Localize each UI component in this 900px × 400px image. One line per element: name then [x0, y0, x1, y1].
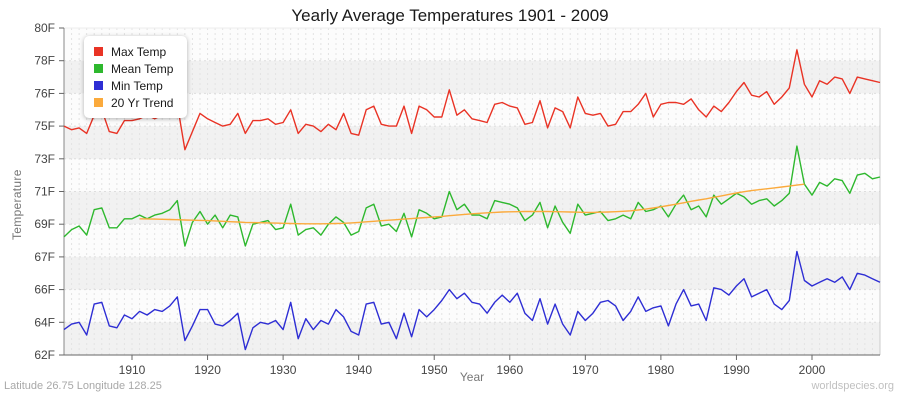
y-tick-label: 78F	[34, 54, 55, 68]
legend-label: Min Temp	[111, 78, 163, 93]
y-tick-label: 80F	[34, 21, 55, 35]
plot-band	[64, 60, 880, 94]
chart-title: Yearly Average Temperatures 1901 - 2009	[291, 6, 609, 25]
legend: Max Temp Mean Temp Min Temp 20 Yr Trend	[84, 36, 188, 118]
series-line-mean-temp	[63, 145, 881, 247]
plot-band	[64, 289, 880, 323]
y-axis-title: Temperature	[10, 169, 24, 240]
y-tick-label: 62F	[34, 348, 55, 362]
x-tick-label: 1990	[723, 363, 750, 377]
x-tick-label: 1960	[496, 363, 523, 377]
y-tick-label: 64F	[34, 315, 55, 329]
legend-swatch-icon	[94, 98, 103, 107]
x-tick-label: 1920	[194, 363, 221, 377]
series-line-20-yr-trend	[139, 183, 805, 225]
y-tick-label: 71F	[34, 185, 55, 199]
x-tick-label: 1980	[648, 363, 675, 377]
x-tick-label: 1940	[345, 363, 372, 377]
y-tick-label: 69F	[34, 217, 55, 231]
legend-swatch-icon	[94, 81, 103, 90]
x-tick-label: 1970	[572, 363, 599, 377]
legend-item-max-temp: Max Temp	[94, 43, 173, 60]
legend-item-min-temp: Min Temp	[94, 77, 173, 94]
legend-item-mean-temp: Mean Temp	[94, 60, 173, 77]
series-line-min-temp	[63, 250, 881, 351]
legend-label: Max Temp	[111, 44, 167, 59]
legend-swatch-icon	[94, 47, 103, 56]
y-tick-label: 75F	[34, 119, 55, 133]
y-tick-label: 73F	[34, 152, 55, 166]
legend-label: 20 Yr Trend	[111, 95, 174, 110]
x-tick-label: 1950	[421, 363, 448, 377]
legend-swatch-icon	[94, 64, 103, 73]
location-caption: Latitude 26.75 Longitude 128.25	[4, 380, 162, 392]
series-line-max-temp	[63, 49, 881, 151]
y-tick-label: 66F	[34, 283, 55, 297]
y-tick-label: 76F	[34, 86, 55, 100]
x-axis-title: Year	[459, 370, 485, 384]
x-tick-label: 1930	[270, 363, 297, 377]
watermark: worldspecies.org	[811, 380, 894, 392]
legend-label: Mean Temp	[111, 61, 174, 76]
y-tick-label: 67F	[34, 250, 55, 264]
legend-item-20-yr-trend: 20 Yr Trend	[94, 94, 173, 111]
x-tick-label: 1910	[119, 363, 146, 377]
x-tick-label: 2000	[799, 363, 826, 377]
